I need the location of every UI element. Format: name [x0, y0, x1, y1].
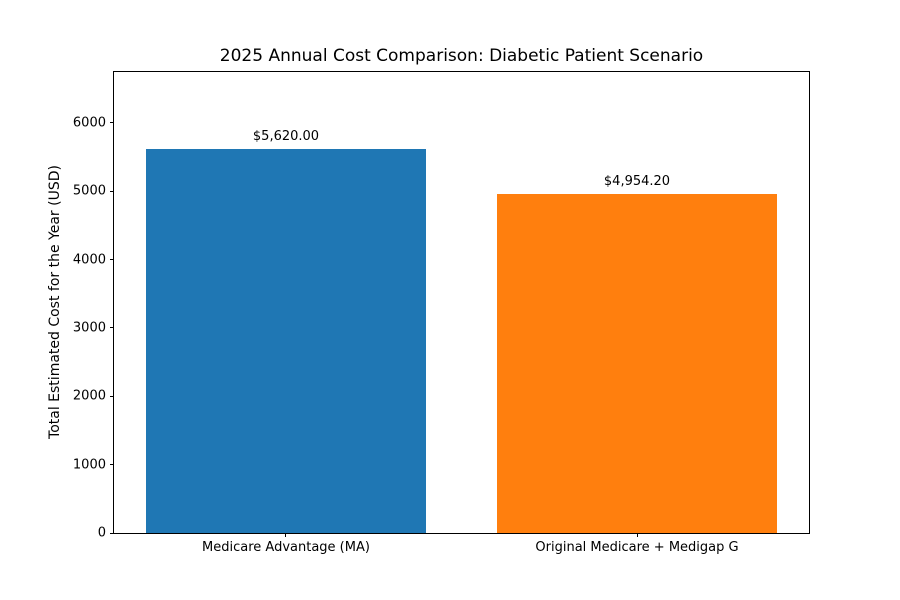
y-tick-mark	[110, 395, 114, 397]
y-tick-label: 6000	[72, 115, 106, 131]
x-tick-mark	[636, 533, 638, 537]
y-tick-label: 0	[97, 525, 106, 541]
y-tick-mark	[110, 532, 114, 534]
y-tick-label: 5000	[72, 183, 106, 199]
y-axis-label: Total Estimated Cost for the Year (USD)	[47, 165, 63, 439]
bar-value-label: $5,620.00	[252, 128, 320, 144]
x-category-label: Original Medicare + Medigap G	[535, 540, 739, 555]
y-tick-label: 3000	[72, 320, 106, 336]
y-tick-mark	[110, 327, 114, 329]
plot-area: 0 1000 2000 3000 4000 5000 6000 $5,620.00 Medica…	[73, 71, 810, 555]
bar-medicare-advantage-ma	[145, 148, 427, 533]
y-tick-label: 2000	[72, 388, 106, 404]
y-tick-mark	[110, 190, 114, 192]
y-tick-label: 1000	[72, 457, 106, 473]
y-tick-mark	[110, 464, 114, 466]
y-tick-mark	[110, 259, 114, 261]
chart-title: 2025 Annual Cost Comparison: Diabetic Pa…	[219, 46, 704, 66]
bar-original-medicare-medigap-g	[496, 194, 778, 533]
y-tick-label: 4000	[72, 252, 106, 268]
x-tick-mark	[285, 533, 287, 537]
bar-value-label: $4,954.20	[603, 174, 671, 190]
x-category-label: Medicare Advantage (MA)	[202, 540, 370, 555]
y-tick-mark	[110, 122, 114, 124]
